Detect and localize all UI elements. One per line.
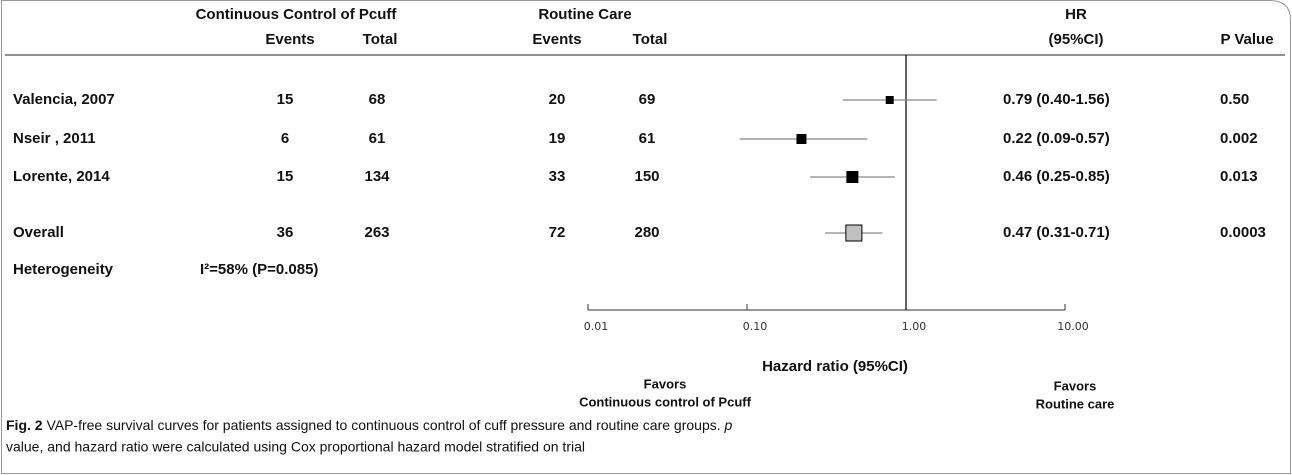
events1: 15 <box>277 91 294 108</box>
hr-marker <box>796 134 807 144</box>
p-value: 0.002 <box>1220 130 1258 147</box>
total2: 280 <box>634 224 659 241</box>
x-tick-label: 1.00 <box>902 320 927 333</box>
caption-text: VAP-free survival curves for patients as… <box>46 417 720 433</box>
study-label: Valencia, 2007 <box>13 91 115 108</box>
ci-header: (95%CI) <box>1048 31 1103 48</box>
p-value: 0.013 <box>1220 168 1258 185</box>
x-tick-label: 0.10 <box>743 320 768 333</box>
study-label: Nseir , 2011 <box>13 130 96 147</box>
total2: 150 <box>634 168 659 185</box>
events1: 36 <box>277 224 294 241</box>
study-label: Lorente, 2014 <box>13 168 110 185</box>
x-tick-label: 10.00 <box>1057 320 1089 333</box>
hr-header: HR <box>1065 6 1087 23</box>
p-value: 0.50 <box>1220 91 1249 108</box>
hr-label: 0.22 (0.09-0.57) <box>1003 130 1110 147</box>
total1: 61 <box>369 130 386 147</box>
favors-right: Favors <box>1054 378 1097 393</box>
total1: 263 <box>364 224 389 241</box>
group2-header: Routine Care <box>538 6 631 23</box>
total-header: Total <box>633 31 668 48</box>
x-tick-label: 0.01 <box>584 320 609 333</box>
total1: 68 <box>369 91 386 108</box>
total2: 69 <box>639 91 656 108</box>
heterogeneity-text: I²=58% (P=0.085) <box>200 261 318 278</box>
overall-marker <box>845 224 863 242</box>
heterogeneity-label: Heterogeneity <box>13 261 114 278</box>
hr-label: 0.46 (0.25-0.85) <box>1003 168 1110 185</box>
hr-label: 0.47 (0.31-0.71) <box>1003 224 1110 241</box>
events2: 19 <box>549 130 566 147</box>
favors-left: Favors <box>644 376 687 391</box>
events1: 6 <box>281 130 289 147</box>
total1: 134 <box>364 168 390 185</box>
caption-p: p <box>724 417 733 433</box>
events-header: Events <box>532 31 581 48</box>
hr-marker <box>885 96 894 104</box>
events-header: Events <box>265 31 314 48</box>
events2: 33 <box>549 168 566 185</box>
favors-right: Routine care <box>1036 396 1115 411</box>
favors-left: Continuous control of Pcuff <box>579 394 752 409</box>
study-label: Overall <box>13 224 64 241</box>
hr-marker <box>846 171 859 183</box>
group1-header: Continuous Control of Pcuff <box>196 6 398 23</box>
caption-label: Fig. 2 <box>6 417 43 433</box>
hr-label: 0.79 (0.40-1.56) <box>1003 91 1110 108</box>
x-axis-label: Hazard ratio (95%CI) <box>762 358 908 375</box>
total-header: Total <box>363 31 398 48</box>
events1: 15 <box>277 168 294 185</box>
events2: 20 <box>549 91 566 108</box>
caption: Fig. 2 VAP-free survival curves for pati… <box>6 417 733 433</box>
p-value: 0.0003 <box>1220 224 1266 241</box>
events2: 72 <box>549 224 566 241</box>
p-header: P Value <box>1220 31 1273 48</box>
total2: 61 <box>639 130 656 147</box>
caption-rest: value, and hazard ratio were calculated … <box>6 439 585 455</box>
